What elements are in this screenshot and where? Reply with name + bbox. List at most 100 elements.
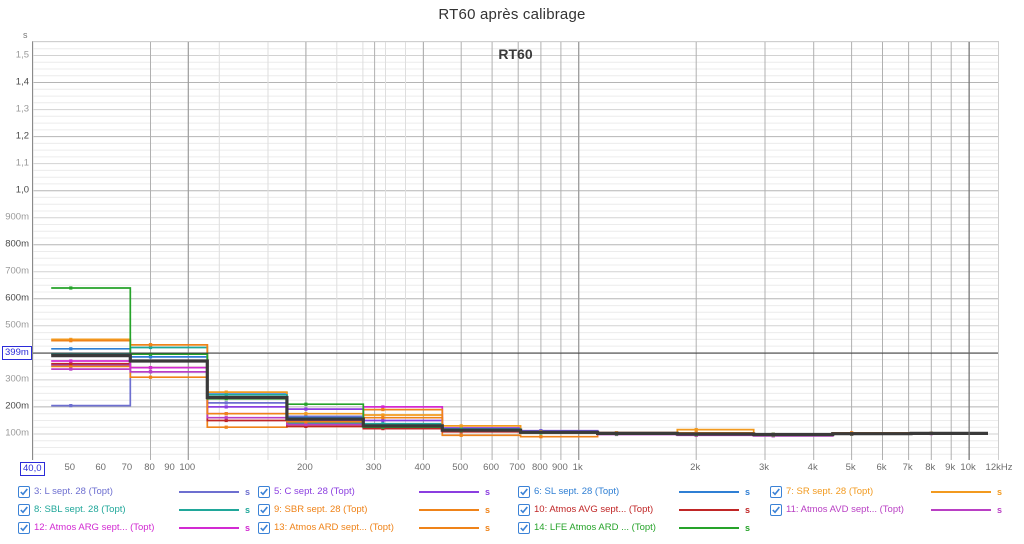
legend-item[interactable]: 14: LFE Atmos ARD ... (Topt) s: [518, 520, 750, 535]
plot-wrapper[interactable]: RT60: [32, 41, 999, 460]
legend-checkbox[interactable]: [518, 521, 530, 534]
legend-item[interactable]: 7: SR sept. 28 (Topt) s: [770, 484, 1002, 499]
legend-unit: s: [484, 504, 490, 515]
legend-unit: s: [484, 522, 490, 533]
legend-item[interactable]: 13: Atmos ARD sept... (Topt) s: [258, 520, 490, 535]
y-axis-tick: 300m: [5, 373, 29, 385]
x-axis-tick: 1k: [572, 462, 583, 473]
legend-item[interactable]: 5: C sept. 28 (Topt) s: [258, 484, 490, 499]
legend-checkbox[interactable]: [18, 485, 30, 498]
legend-label: 5: C sept. 28 (Topt): [274, 486, 355, 497]
chart-gridlines: [33, 42, 998, 460]
x-axis-tick: 90: [164, 462, 175, 473]
y-axis-tick: 1,0: [15, 184, 29, 196]
y-axis-tick: 1,4: [15, 76, 29, 87]
legend-unit: s: [744, 504, 750, 515]
x-axis-tick: 4k: [807, 462, 818, 473]
page-title: RT60 après calibrage: [438, 6, 586, 23]
legend-label: 6: SL sept. 28 (Topt): [534, 486, 620, 497]
legend-item[interactable]: 6: SL sept. 28 (Topt) s: [518, 484, 750, 499]
legend-checkbox[interactable]: [258, 503, 270, 516]
x-axis-tick: 5k: [845, 462, 856, 473]
legend-color-swatch: [418, 490, 479, 493]
chart-series: [51, 286, 988, 439]
legend-label: 3: L sept. 28 (Topt): [34, 486, 113, 497]
y-axis-tick: 700m: [5, 265, 29, 277]
x-axis-tick: 400: [414, 462, 431, 473]
legend-label: 9: SBR sept. 28 (Topt): [274, 504, 368, 515]
legend-unit: s: [996, 486, 1002, 497]
cursor-y-readout[interactable]: 399m: [2, 345, 32, 360]
y-axis-tick: 800m: [5, 238, 29, 250]
y-axis-tick: 200m: [5, 400, 29, 412]
legend-item[interactable]: 10: Atmos AVG sept... (Topt) s: [518, 502, 750, 517]
legend-item[interactable]: 3: L sept. 28 (Topt) s: [18, 484, 250, 499]
legend-color-swatch: [930, 490, 991, 493]
legend-color-swatch: [678, 490, 739, 493]
plot-area[interactable]: [32, 41, 999, 460]
x-axis-labels: 50 60 70 80 90 100 200 300 400 500 600 700 800 900 1k 2…: [0, 462, 1024, 480]
chart-cursor-lines[interactable]: [33, 42, 999, 460]
chart-legend[interactable]: 3: L sept. 28 (Topt) s 5: C sept. 28 (Topt…: [0, 484, 1024, 542]
x-axis-tick: 60: [95, 462, 106, 473]
x-axis-tick: 300: [365, 462, 382, 473]
legend-unit: s: [484, 486, 490, 497]
legend-unit: s: [744, 486, 750, 497]
legend-checkbox[interactable]: [258, 485, 270, 498]
legend-color-swatch: [930, 508, 991, 511]
legend-checkbox[interactable]: [18, 521, 30, 534]
y-axis-tick: 600m: [5, 292, 29, 304]
y-axis-unit-label: s: [23, 30, 28, 40]
legend-label: 7: SR sept. 28 (Topt): [786, 486, 874, 497]
legend-item[interactable]: 9: SBR sept. 28 (Topt) s: [258, 502, 490, 517]
legend-label: 13: Atmos ARD sept... (Topt): [274, 522, 394, 533]
series-selected: [51, 354, 988, 437]
x-axis-tick: 6k: [876, 462, 887, 473]
legend-label: 11: Atmos AVD sept... (Topt): [786, 504, 904, 515]
legend-unit: s: [244, 486, 250, 497]
x-axis-tick: 3k: [758, 462, 770, 473]
legend-checkbox[interactable]: [258, 521, 270, 534]
y-axis-tick: 1,5: [15, 49, 29, 60]
legend-color-swatch: [678, 508, 739, 511]
x-axis-tick: 200: [296, 462, 313, 473]
x-axis-tick: 7k: [902, 462, 913, 473]
legend-checkbox[interactable]: [770, 485, 782, 498]
legend-checkbox[interactable]: [770, 503, 782, 516]
x-axis-tick: 100: [179, 462, 196, 473]
x-axis-tick: 12kHz: [985, 462, 1013, 473]
x-axis-tick: 10k: [960, 462, 976, 473]
x-axis-tick: 80: [144, 462, 155, 473]
legend-item[interactable]: 8: SBL sept. 28 (Topt) s: [18, 502, 250, 517]
legend-label: 10: Atmos AVG sept... (Topt): [534, 504, 654, 515]
x-axis-tick: 600: [483, 462, 500, 473]
legend-item[interactable]: 11: Atmos AVD sept... (Topt) s: [770, 502, 1002, 517]
legend-unit: s: [996, 504, 1002, 515]
y-axis-tick: 1,3: [15, 103, 29, 115]
legend-checkbox[interactable]: [518, 503, 530, 516]
x-axis-tick: 2k: [690, 462, 701, 473]
y-axis-labels: 1,51,41,31,21,11,0900m800m700m600m500m40…: [0, 41, 32, 460]
legend-checkbox[interactable]: [18, 503, 30, 516]
x-axis-tick: 500: [452, 462, 469, 473]
x-axis-tick: 800: [531, 462, 548, 473]
y-axis-tick: 1,2: [15, 130, 29, 142]
legend-color-swatch: [418, 508, 479, 511]
legend-color-swatch: [418, 526, 479, 529]
y-axis-tick: 100m: [5, 427, 29, 439]
legend-label: 12: Atmos ARG sept... (Topt): [34, 522, 155, 533]
legend-checkbox[interactable]: [518, 485, 530, 498]
legend-color-swatch: [678, 526, 739, 529]
x-axis-tick: 9k: [945, 462, 956, 473]
cursor-x-readout[interactable]: 40,0: [20, 462, 45, 476]
legend-color-swatch: [178, 490, 239, 493]
y-axis-tick: 1,1: [15, 157, 29, 169]
legend-color-swatch: [178, 508, 239, 511]
legend-unit: s: [744, 522, 750, 533]
legend-color-swatch: [178, 526, 239, 529]
y-axis-tick: 900m: [5, 211, 29, 223]
legend-item[interactable]: 12: Atmos ARG sept... (Topt) s: [18, 520, 250, 535]
legend-unit: s: [244, 504, 250, 515]
legend-unit: s: [244, 522, 250, 533]
